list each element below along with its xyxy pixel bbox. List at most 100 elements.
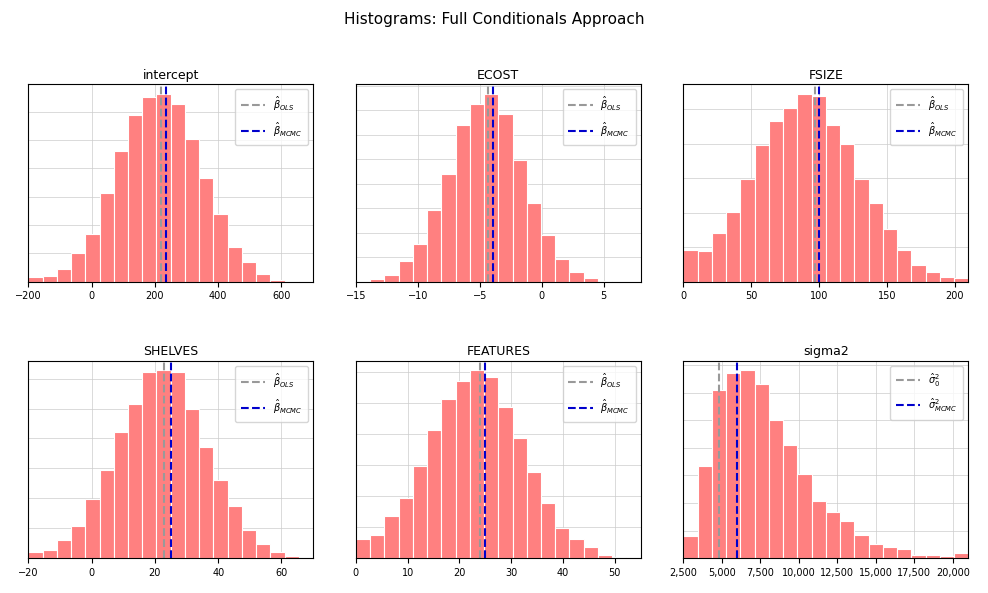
Bar — [185, 409, 200, 558]
Bar — [285, 556, 299, 558]
Bar — [100, 470, 114, 558]
Legend: $\hat{\beta}_{OLS}$, $\hat{\beta}_{MCMC}$: $\hat{\beta}_{OLS}$, $\hat{\beta}_{MCMC}… — [235, 366, 308, 422]
Text: Histograms: Full Conditionals Approach: Histograms: Full Conditionals Approach — [344, 12, 644, 27]
$\hat{\beta}_{OLS}$ — [158, 554, 170, 562]
$\hat{\beta}_{OLS}$ — [474, 554, 486, 562]
Legend: $\hat{\sigma}^2_0$, $\hat{\sigma}^2_{MCMC}$: $\hat{\sigma}^2_0$, $\hat{\sigma}^2_{MCM… — [890, 366, 963, 419]
Bar — [56, 540, 71, 558]
Bar — [712, 233, 726, 282]
$\hat{\sigma}^2_{MCMC}$ — [731, 554, 743, 562]
$\hat{\sigma}^2_0$ — [713, 554, 725, 562]
Bar — [584, 547, 598, 558]
Bar — [370, 279, 384, 282]
Bar — [541, 235, 555, 282]
Bar — [384, 275, 398, 282]
Legend: $\hat{\beta}_{OLS}$, $\hat{\beta}_{MCMC}$: $\hat{\beta}_{OLS}$, $\hat{\beta}_{MCMC}… — [562, 366, 636, 422]
Bar — [940, 556, 954, 558]
$\hat{\beta}_{MCMC}$ — [487, 278, 499, 285]
$\hat{\beta}_{OLS}$ — [482, 278, 494, 285]
Bar — [769, 420, 783, 558]
Bar — [911, 265, 926, 282]
Bar — [29, 551, 42, 558]
Bar — [868, 544, 883, 558]
Title: intercept: intercept — [142, 69, 199, 82]
Bar — [726, 372, 740, 558]
Bar — [413, 466, 427, 558]
Bar — [213, 480, 227, 558]
Bar — [128, 404, 142, 558]
Bar — [598, 280, 613, 282]
Bar — [726, 212, 740, 282]
Bar — [755, 384, 769, 558]
Bar — [128, 115, 142, 282]
Bar — [598, 555, 613, 558]
Bar — [85, 499, 100, 558]
Bar — [156, 370, 171, 558]
Bar — [954, 553, 968, 558]
$\hat{\beta}_{OLS}$ — [155, 278, 167, 285]
$\hat{\beta}_{OLS}$ — [809, 278, 821, 285]
Bar — [442, 174, 455, 282]
$\hat{\beta}_{MCMC}$ — [165, 554, 177, 562]
Legend: $\hat{\beta}_{OLS}$, $\hat{\beta}_{MCMC}$: $\hat{\beta}_{OLS}$, $\hat{\beta}_{MCMC}… — [235, 89, 308, 145]
Bar — [926, 272, 940, 282]
Bar — [142, 372, 156, 558]
Bar — [484, 94, 498, 282]
Bar — [42, 550, 56, 558]
Bar — [555, 528, 569, 558]
Bar — [142, 97, 156, 282]
Bar — [569, 272, 584, 282]
Bar — [469, 370, 484, 558]
Bar — [698, 466, 712, 558]
Title: ECOST: ECOST — [477, 69, 520, 82]
Legend: $\hat{\beta}_{OLS}$, $\hat{\beta}_{MCMC}$: $\hat{\beta}_{OLS}$, $\hat{\beta}_{MCMC}… — [562, 89, 636, 145]
$\hat{\beta}_{MCMC}$ — [165, 554, 177, 562]
Title: sigma2: sigma2 — [803, 345, 849, 358]
Bar — [897, 250, 911, 282]
Bar — [114, 432, 128, 558]
Bar — [227, 506, 242, 558]
Bar — [541, 503, 555, 558]
Bar — [398, 498, 413, 558]
Bar — [100, 193, 114, 282]
Bar — [883, 229, 897, 282]
Bar — [484, 378, 498, 558]
Bar — [442, 398, 455, 558]
Bar — [455, 381, 469, 558]
Bar — [42, 276, 56, 282]
Bar — [185, 139, 200, 282]
Bar — [171, 104, 185, 282]
Bar — [698, 250, 712, 282]
Bar — [797, 474, 811, 558]
Bar — [455, 125, 469, 282]
Bar — [356, 281, 370, 282]
$\hat{\beta}_{MCMC}$ — [813, 278, 825, 285]
Bar — [256, 544, 271, 558]
Bar — [285, 281, 299, 282]
Bar — [783, 108, 797, 282]
Bar — [469, 104, 484, 282]
Bar — [498, 114, 513, 282]
Bar — [271, 280, 285, 282]
Bar — [826, 512, 840, 558]
Bar — [527, 203, 541, 282]
Bar — [29, 278, 42, 282]
Bar — [227, 247, 242, 282]
$\hat{\beta}_{OLS}$ — [482, 278, 494, 285]
Bar — [71, 527, 85, 558]
Bar — [569, 538, 584, 558]
Bar — [855, 178, 868, 282]
Bar — [840, 521, 855, 558]
Bar — [954, 278, 968, 282]
Bar — [926, 555, 940, 558]
$\hat{\beta}_{MCMC}$ — [487, 278, 499, 285]
Bar — [427, 429, 442, 558]
Bar — [156, 94, 171, 282]
Bar — [200, 447, 213, 558]
Bar — [897, 549, 911, 558]
Bar — [740, 178, 755, 282]
Bar — [712, 390, 726, 558]
$\hat{\beta}_{MCMC}$ — [479, 554, 491, 562]
Bar — [613, 557, 626, 558]
Bar — [811, 500, 826, 558]
